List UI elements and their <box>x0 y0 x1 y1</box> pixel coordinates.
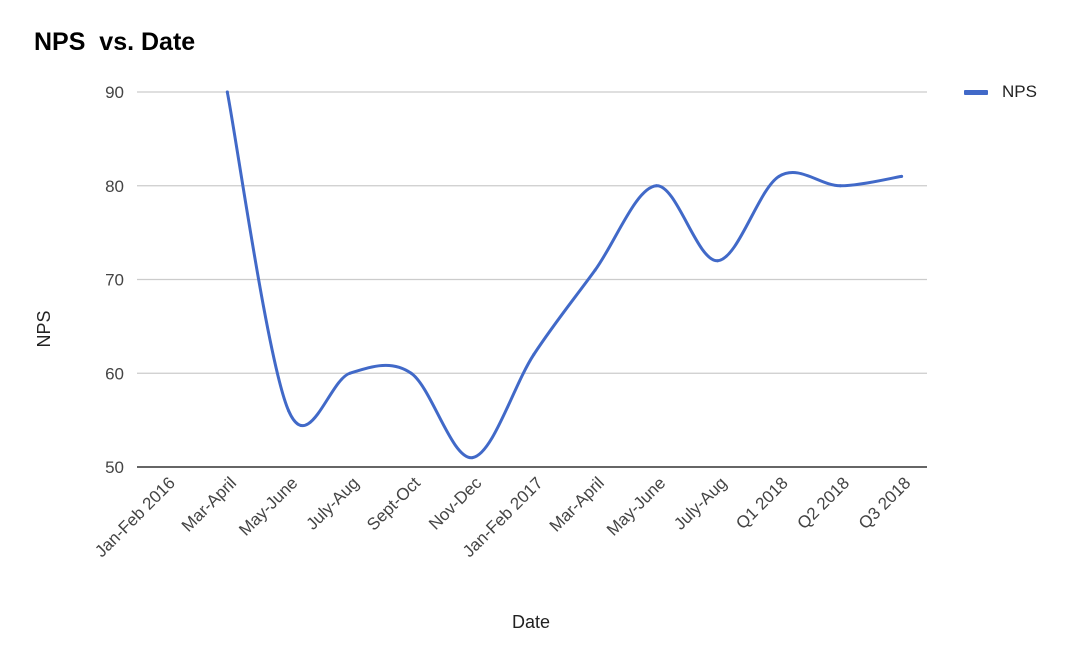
data-point <box>409 371 413 375</box>
data-point <box>532 353 536 356</box>
data-point <box>471 456 474 460</box>
x-tick-label: Mar-April <box>546 473 608 535</box>
x-axis-title: Date <box>512 612 550 632</box>
data-point <box>777 174 781 178</box>
x-tick-label: May-June <box>603 473 669 539</box>
series-line-nps <box>225 90 904 460</box>
y-axis-title: NPS <box>34 310 54 347</box>
data-point <box>654 184 658 188</box>
data-point <box>348 371 352 375</box>
chart-title: NPS vs. Date <box>34 28 196 56</box>
x-tick-label: Sept-Oct <box>363 473 424 534</box>
x-tick-label: Q1 2018 <box>732 473 792 533</box>
data-point <box>593 268 597 272</box>
series-layer <box>225 90 904 460</box>
x-tick-label: Jan-Feb 2016 <box>91 473 179 561</box>
data-point <box>838 184 842 188</box>
data-point <box>900 174 904 178</box>
gridlines <box>137 91 927 468</box>
x-tick-label: Nov-Dec <box>425 473 486 534</box>
legend-label-nps: NPS <box>1002 82 1037 101</box>
x-tick-label: May-June <box>235 473 301 539</box>
data-point <box>287 409 291 413</box>
x-tick-label: Q3 2018 <box>855 473 915 533</box>
y-tick-label: 60 <box>105 364 124 383</box>
y-axis-ticks: 50 60 70 80 90 <box>105 83 124 477</box>
data-point <box>716 259 720 263</box>
x-tick-label: July-Aug <box>670 473 730 533</box>
data-point <box>225 90 229 94</box>
x-tick-label: Mar-April <box>178 473 240 535</box>
legend: NPS <box>964 82 1037 102</box>
x-tick-label: July-Aug <box>303 473 363 533</box>
y-tick-label: 80 <box>105 177 124 196</box>
y-tick-label: 50 <box>105 458 124 477</box>
x-tick-label: Q2 2018 <box>794 473 854 533</box>
legend-swatch-nps <box>964 89 988 95</box>
y-tick-label: 70 <box>105 271 124 290</box>
y-tick-label: 90 <box>105 83 124 102</box>
